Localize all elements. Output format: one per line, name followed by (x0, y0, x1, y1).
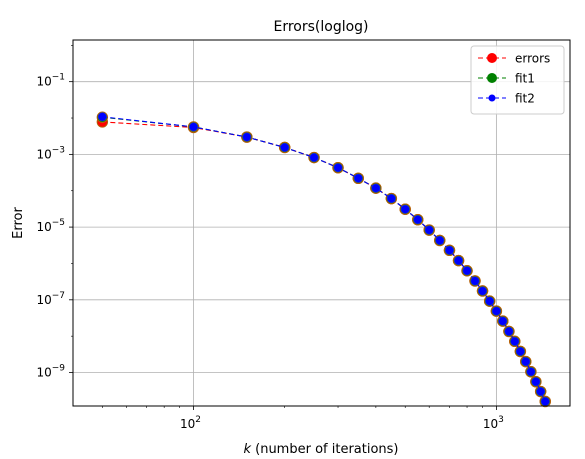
data-point-fit2 (491, 306, 501, 316)
data-point-fit2 (526, 367, 536, 377)
plot-frame (72, 39, 571, 407)
data-point-fit2 (454, 256, 464, 266)
data-point-fit2 (498, 316, 508, 326)
x-axis-label: k (number of iterations) (243, 442, 398, 457)
data-point-fit2 (424, 225, 434, 235)
data-point-fit2 (189, 122, 199, 132)
data-point-fit2 (510, 336, 520, 346)
data-point-fit2 (386, 194, 396, 204)
legend-label-fit2: fit2 (515, 92, 535, 106)
data-point-fit2 (470, 276, 480, 286)
data-point-fit2 (97, 112, 107, 122)
data-point-fit2 (353, 173, 363, 183)
legend-marker-errors (487, 53, 497, 63)
legend-label-fit1: fit1 (515, 72, 535, 86)
x-tick-label: 103 (483, 415, 504, 431)
data-point-fit2 (531, 377, 541, 387)
data-point-fit2 (435, 235, 445, 245)
y-axis-label: Error (11, 207, 26, 239)
legend-marker-fit2 (488, 94, 496, 102)
data-point-fit2 (280, 142, 290, 152)
data-point-fit2 (333, 163, 343, 173)
legend-marker-fit1 (487, 73, 497, 83)
data-point-fit2 (478, 286, 488, 296)
chart-title: Errors(loglog) (273, 19, 368, 35)
data-point-fit2 (413, 215, 423, 225)
legend-entry-fit1: fit1 (478, 72, 535, 86)
data-point-fit2 (521, 357, 531, 367)
y-tick-label: 10−3 (36, 145, 65, 161)
legend-entry-fit2: fit2 (478, 92, 535, 106)
y-tick-label: 10−9 (36, 364, 65, 380)
data-point-fit2 (309, 153, 319, 163)
data-point-fit2 (371, 183, 381, 193)
data-point-fit2 (504, 326, 514, 336)
data-point-fit2 (462, 266, 472, 276)
data-point-fit2 (400, 204, 410, 214)
legend: errors fit1 fit2 (470, 45, 565, 115)
data-point-fit2 (536, 387, 546, 397)
data-point-fit2 (444, 245, 454, 255)
series-fit2 (97, 112, 550, 406)
x-axis-label-variable: k (243, 442, 251, 457)
y-tick-label: 10−7 (36, 291, 65, 307)
y-axis-ticks: 10−1 10−3 10−5 10−7 10−9 (36, 73, 73, 380)
legend-entry-errors: errors (478, 52, 550, 66)
data-point-fit2 (515, 346, 525, 356)
legend-label-errors: errors (515, 52, 550, 66)
x-axis-ticks: 102 103 (180, 406, 504, 431)
x-axis-label-text: (number of iterations) (251, 442, 399, 457)
x-tick-label: 102 (180, 415, 201, 431)
y-tick-label: 10−1 (36, 73, 65, 89)
y-tick-label: 10−5 (36, 218, 65, 234)
data-point-fit2 (540, 396, 550, 406)
data-point-fit2 (485, 296, 495, 306)
series-layer (96, 111, 551, 408)
data-point-fit2 (242, 132, 252, 142)
